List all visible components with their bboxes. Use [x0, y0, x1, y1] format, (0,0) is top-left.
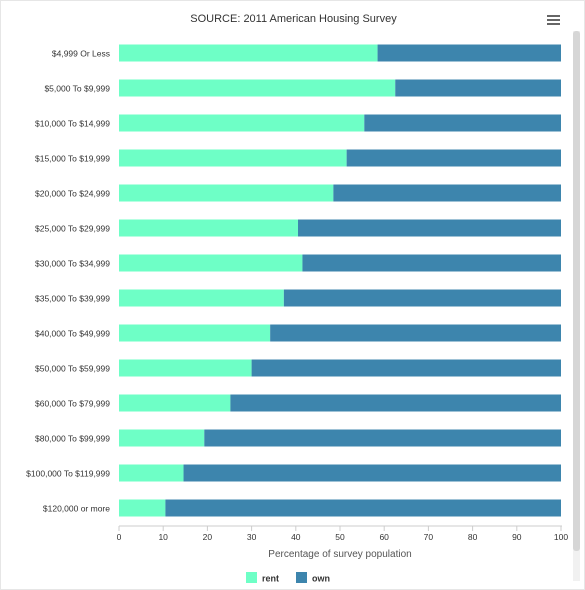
- category-label: $100,000 To $119,999: [26, 469, 110, 479]
- bar-rent-4[interactable]: [119, 184, 334, 202]
- legend-label: own: [312, 574, 330, 584]
- x-tick-label: 100: [554, 532, 568, 542]
- vertical-scrollbar[interactable]: [573, 31, 580, 581]
- category-label: $35,000 To $39,999: [35, 294, 110, 304]
- category-label: $30,000 To $34,999: [35, 259, 110, 269]
- bar-own-8[interactable]: [270, 324, 561, 342]
- category-label: $40,000 To $49,999: [35, 329, 110, 339]
- category-label: $4,999 Or Less: [52, 49, 110, 59]
- bar-own-2[interactable]: [364, 114, 561, 132]
- bar-own-7[interactable]: [283, 289, 561, 307]
- bar-rent-1[interactable]: [119, 79, 396, 97]
- x-tick-label: 20: [203, 532, 213, 542]
- category-label: $15,000 To $19,999: [35, 154, 110, 164]
- bar-own-5[interactable]: [298, 219, 561, 237]
- bar-own-3[interactable]: [346, 149, 561, 167]
- x-axis-title: Percentage of survey population: [268, 549, 411, 560]
- legend-label: rent: [262, 574, 279, 584]
- x-tick-label: 90: [512, 532, 522, 542]
- category-label: $120,000 or more: [43, 504, 110, 514]
- scrollbar-thumb[interactable]: [573, 31, 580, 551]
- bar-own-11[interactable]: [204, 429, 561, 447]
- bar-area: [119, 44, 562, 517]
- bar-rent-3[interactable]: [119, 149, 347, 167]
- bar-rent-12[interactable]: [119, 464, 184, 482]
- bar-rent-7[interactable]: [119, 289, 284, 307]
- category-label: $5,000 To $9,999: [44, 84, 110, 94]
- category-label: $20,000 To $24,999: [35, 189, 110, 199]
- x-axis: 0 10 20 30 40 50 60 70 80 90 100: [117, 525, 568, 542]
- x-tick-label: 60: [379, 532, 389, 542]
- bar-rent-2[interactable]: [119, 114, 365, 132]
- bar-rent-10[interactable]: [119, 394, 231, 412]
- bar-rent-5[interactable]: [119, 219, 299, 237]
- legend-swatch: [246, 572, 257, 583]
- bar-rent-9[interactable]: [119, 359, 252, 377]
- bar-own-0[interactable]: [377, 44, 561, 62]
- category-labels: $4,999 Or Less $5,000 To $9,999 $10,000 To…: [26, 49, 110, 514]
- category-label: $50,000 To $59,999: [35, 364, 110, 374]
- category-label: $10,000 To $14,999: [35, 119, 110, 129]
- bar-own-13[interactable]: [165, 499, 561, 517]
- x-tick-label: 80: [468, 532, 478, 542]
- category-label: $25,000 To $29,999: [35, 224, 110, 234]
- bar-rent-8[interactable]: [119, 324, 271, 342]
- chart-title: SOURCE: 2011 American Housing Survey: [190, 13, 397, 25]
- category-label: $60,000 To $79,999: [35, 399, 110, 409]
- legend: rent own: [246, 572, 330, 584]
- legend-item-own[interactable]: own: [296, 572, 330, 584]
- bar-rent-13[interactable]: [119, 499, 166, 517]
- x-tick-label: 50: [335, 532, 345, 542]
- bar-rent-0[interactable]: [119, 44, 378, 62]
- bar-rent-6[interactable]: [119, 254, 303, 272]
- bar-own-1[interactable]: [395, 79, 561, 97]
- legend-swatch: [296, 572, 307, 583]
- bar-own-4[interactable]: [333, 184, 561, 202]
- category-label: $80,000 To $99,999: [35, 434, 110, 444]
- legend-item-rent[interactable]: rent: [246, 572, 279, 584]
- bar-own-9[interactable]: [251, 359, 561, 377]
- bar-own-6[interactable]: [302, 254, 561, 272]
- hamburger-menu-icon[interactable]: [543, 11, 565, 29]
- x-tick-label: 40: [291, 532, 301, 542]
- x-tick-label: 30: [247, 532, 257, 542]
- bar-own-10[interactable]: [230, 394, 561, 412]
- x-tick-label: 70: [424, 532, 434, 542]
- x-tick-label: 0: [117, 532, 122, 542]
- bar-rent-11[interactable]: [119, 429, 205, 447]
- bar-own-12[interactable]: [183, 464, 562, 482]
- x-tick-label: 10: [158, 532, 168, 542]
